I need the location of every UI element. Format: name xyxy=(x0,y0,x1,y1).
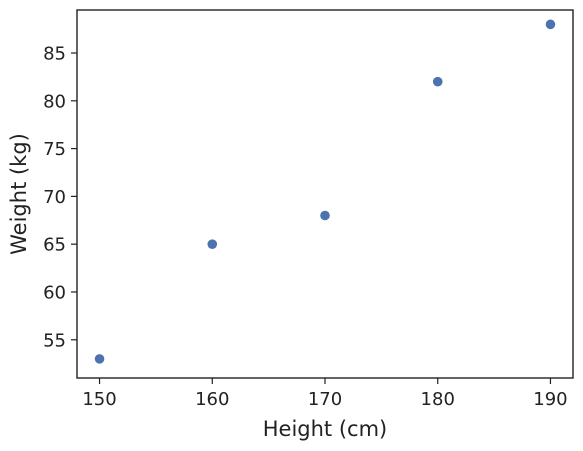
y-tick-label: 75 xyxy=(43,139,66,160)
plot-frame xyxy=(76,9,574,379)
y-tick-label: 60 xyxy=(43,282,66,303)
x-axis-title: Height (cm) xyxy=(263,417,387,441)
x-tick-label: 150 xyxy=(82,389,116,410)
y-tick-label: 85 xyxy=(43,44,66,65)
x-tick-label: 180 xyxy=(421,389,455,410)
plot-area xyxy=(77,10,573,378)
data-point xyxy=(320,210,330,221)
data-points xyxy=(94,19,556,364)
y-tick-label: 55 xyxy=(43,330,66,351)
x-tick-label: 170 xyxy=(308,389,342,410)
data-point xyxy=(94,354,105,364)
y-axis: 55 60 65 70 75 80 85 xyxy=(43,44,77,351)
x-tick-label: 190 xyxy=(533,389,567,410)
data-point xyxy=(545,19,556,30)
x-tick-label: 160 xyxy=(195,389,229,410)
x-axis: 150 160 170 180 190 xyxy=(82,378,568,410)
y-tick-label: 70 xyxy=(43,187,66,208)
y-tick-label: 80 xyxy=(43,91,66,112)
y-axis-title: Weight (kg) xyxy=(7,133,31,255)
y-tick-label: 65 xyxy=(43,235,66,256)
data-point xyxy=(432,76,443,87)
data-point xyxy=(207,239,218,249)
